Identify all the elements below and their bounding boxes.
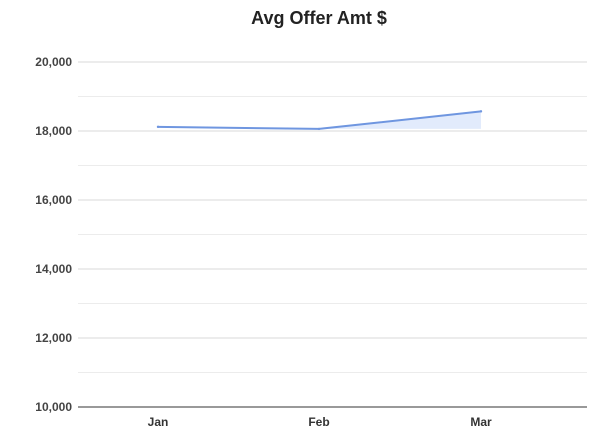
plot-area [156, 110, 483, 131]
x-tick-label: Jan [148, 415, 169, 429]
x-tick-label: Mar [470, 415, 492, 429]
x-axis: Jan Feb Mar [148, 415, 492, 429]
chart-title: Avg Offer Amt $ [251, 8, 387, 28]
data-point [317, 127, 321, 131]
y-tick-label: 18,000 [35, 124, 72, 138]
y-tick-label: 16,000 [35, 193, 72, 207]
data-point [479, 110, 483, 113]
data-point [156, 125, 160, 129]
x-tick-label: Feb [308, 415, 329, 429]
y-axis: 10,000 12,000 14,000 16,000 18,000 20,000 [35, 55, 72, 414]
y-tick-label: 14,000 [35, 262, 72, 276]
y-tick-label: 10,000 [35, 400, 72, 414]
y-tick-label: 20,000 [35, 55, 72, 69]
gridlines [78, 61, 587, 408]
y-tick-label: 12,000 [35, 331, 72, 345]
